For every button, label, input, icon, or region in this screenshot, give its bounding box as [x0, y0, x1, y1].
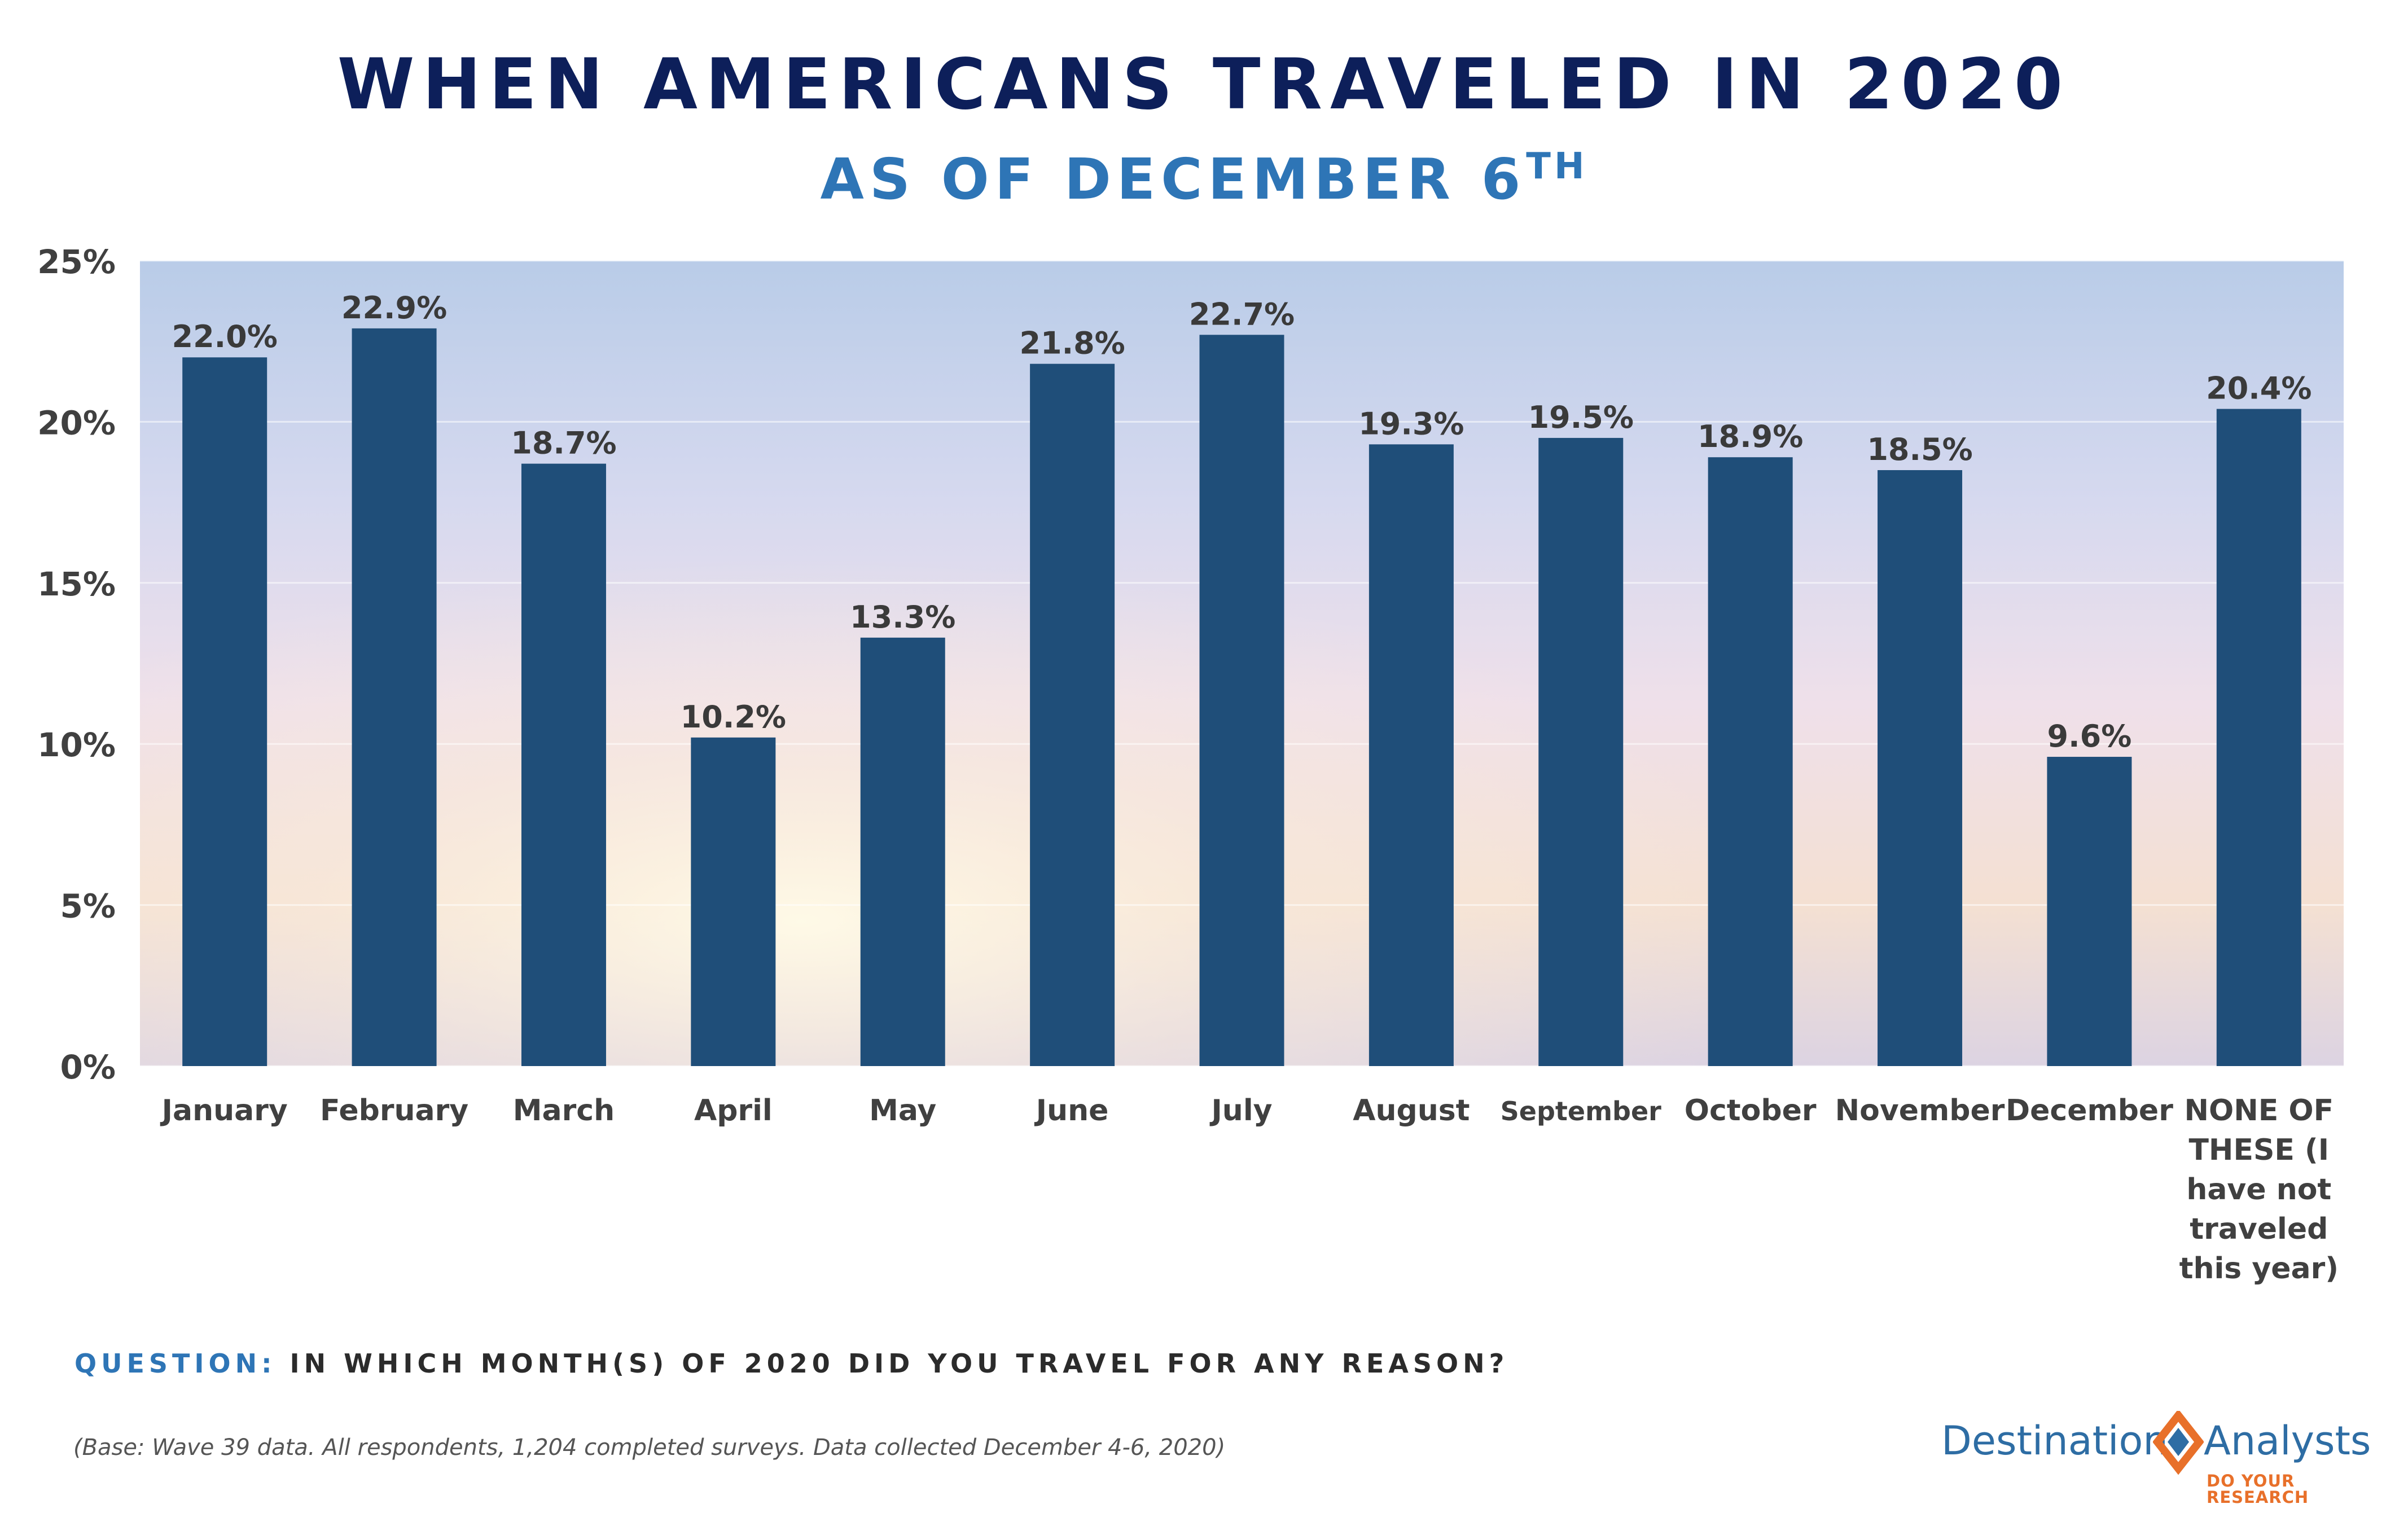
- x-tick-label: December: [2006, 1094, 2173, 1128]
- y-axis-ticks: 0% 5% 10% 15% 20% 25%: [37, 243, 116, 1086]
- data-label: 18.9%: [1698, 419, 1803, 454]
- data-label: 9.6%: [2047, 718, 2132, 754]
- bar: [1708, 457, 1793, 1066]
- data-labels: 22.0% 22.9% 18.7% 10.2% 13.3% 21.8% 22.7% 19.3%…: [172, 290, 2312, 754]
- data-label: 10.2%: [681, 699, 786, 735]
- logo-tagline: DO YOUR RESEARCH: [2207, 1471, 2309, 1507]
- question-text: IN WHICH MONTH(S) OF 2020 DID YOU TRAVEL…: [290, 1348, 1509, 1379]
- x-tick-label: November: [1835, 1094, 2005, 1128]
- bar: [182, 357, 267, 1066]
- data-label: 22.0%: [172, 319, 278, 354]
- bar: [521, 463, 606, 1066]
- x-tick-label: March: [513, 1094, 615, 1128]
- data-label: 19.3%: [1358, 406, 1464, 441]
- data-label: 22.9%: [341, 290, 447, 326]
- bar: [1538, 437, 1624, 1067]
- x-tick-label: THESE (I: [2188, 1133, 2329, 1167]
- chart-title: WHEN AMERICANS TRAVELED IN 2020: [337, 44, 2071, 125]
- bars: [182, 328, 2301, 1067]
- chart-subtitle: AS OF DECEMBER 6TH: [0, 148, 2408, 208]
- x-tick-label: October: [1685, 1094, 1817, 1128]
- x-tick-label: July: [1209, 1094, 1272, 1128]
- data-label: 13.3%: [850, 599, 955, 635]
- x-tick-label: May: [869, 1094, 936, 1128]
- y-tick-label: 20%: [37, 404, 116, 442]
- logo-diamond-icon: [2153, 1411, 2204, 1475]
- bar: [2047, 757, 2132, 1066]
- base-note: (Base: Wave 39 data. All respondents, 1,…: [73, 1435, 1226, 1461]
- bar: [1199, 335, 1284, 1067]
- x-tick-label: have not: [2186, 1173, 2331, 1207]
- x-axis-labels: January February March April May June July Augu…: [160, 1094, 2339, 1286]
- data-label: 20.4%: [2206, 371, 2311, 406]
- x-tick-label: this year): [2179, 1252, 2339, 1286]
- data-label: 22.7%: [1189, 296, 1295, 332]
- bar: [352, 328, 437, 1067]
- data-label: 21.8%: [1019, 326, 1125, 361]
- y-tick-label: 0%: [60, 1048, 116, 1086]
- y-tick-label: 15%: [37, 565, 116, 603]
- y-tick-label: 25%: [37, 243, 116, 281]
- bar: [1369, 444, 1454, 1067]
- x-tick-label: April: [694, 1094, 773, 1128]
- x-tick-label: June: [1034, 1094, 1109, 1128]
- subtitle-superscript: TH: [1526, 146, 1588, 187]
- y-tick-label: 10%: [37, 726, 116, 764]
- data-label: 19.5%: [1528, 400, 1634, 435]
- bar-chart: 0% 5% 10% 15% 20% 25% 22.0% 22.9% 18.7% 10.2% 13.…: [37, 243, 2344, 1286]
- x-tick-label: February: [320, 1094, 468, 1128]
- bar: [860, 637, 945, 1066]
- bar: [1030, 363, 1115, 1066]
- logo-word-destination: Destination: [1941, 1418, 2168, 1464]
- survey-question: QUESTION: IN WHICH MONTH(S) OF 2020 DID …: [74, 1351, 1508, 1376]
- x-tick-label: January: [160, 1094, 288, 1128]
- data-label: 18.5%: [1867, 432, 1972, 467]
- x-tick-label: September: [1501, 1096, 1662, 1126]
- data-label: 18.7%: [511, 426, 616, 461]
- y-tick-label: 5%: [60, 887, 116, 926]
- bar: [2216, 409, 2301, 1066]
- bar: [1878, 470, 1963, 1066]
- bar: [691, 737, 776, 1066]
- x-tick-label: NONE OF: [2185, 1094, 2334, 1128]
- question-label: QUESTION:: [74, 1348, 277, 1379]
- x-tick-label: August: [1353, 1094, 1470, 1128]
- subtitle-text: AS OF DECEMBER 6: [820, 146, 1527, 212]
- x-tick-label: traveled: [2190, 1212, 2328, 1246]
- destination-analysts-logo: Destination Analysts DO YOUR RESEARCH: [1941, 1411, 2393, 1506]
- logo-word-analysts: Analysts: [2204, 1418, 2371, 1464]
